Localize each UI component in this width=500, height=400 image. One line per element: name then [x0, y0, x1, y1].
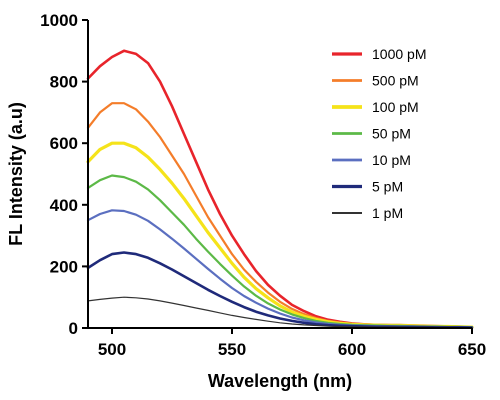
plot-area [86, 49, 474, 330]
y-tick-label: 800 [50, 73, 78, 92]
x-tick-label: 600 [338, 340, 366, 359]
legend-label: 100 pM [372, 99, 419, 115]
y-tick-label: 1000 [40, 11, 78, 30]
legend-label: 10 pM [372, 152, 411, 168]
legend-label: 5 pM [372, 179, 403, 195]
y-tick-label: 400 [50, 196, 78, 215]
y-tick-label: 200 [50, 257, 78, 276]
series-line-500-pm [86, 102, 474, 328]
y-tick-label: 600 [50, 134, 78, 153]
x-tick-label: 500 [98, 340, 126, 359]
x-tick-label: 650 [458, 340, 486, 359]
y-axis-title: FL Intensity (a.u) [6, 102, 26, 246]
series-line-5-pm [86, 251, 474, 330]
x-axis-title: Wavelength (nm) [208, 371, 352, 391]
y-tick-label: 0 [69, 319, 78, 338]
legend-label: 50 pM [372, 126, 411, 142]
legend-label: 500 pM [372, 73, 419, 89]
axes [87, 20, 472, 329]
legend-label: 1 pM [372, 205, 403, 221]
ticks: 0 200 400 600 800 1000 500 550 600 650 [40, 11, 486, 359]
legend: 1000 pM 500 pM 100 pM 50 pM 10 pM 5 pM 1 pM [332, 46, 426, 221]
x-tick-label: 550 [218, 340, 246, 359]
legend-label: 1000 pM [372, 46, 426, 62]
series-line-100-pm [86, 141, 474, 329]
